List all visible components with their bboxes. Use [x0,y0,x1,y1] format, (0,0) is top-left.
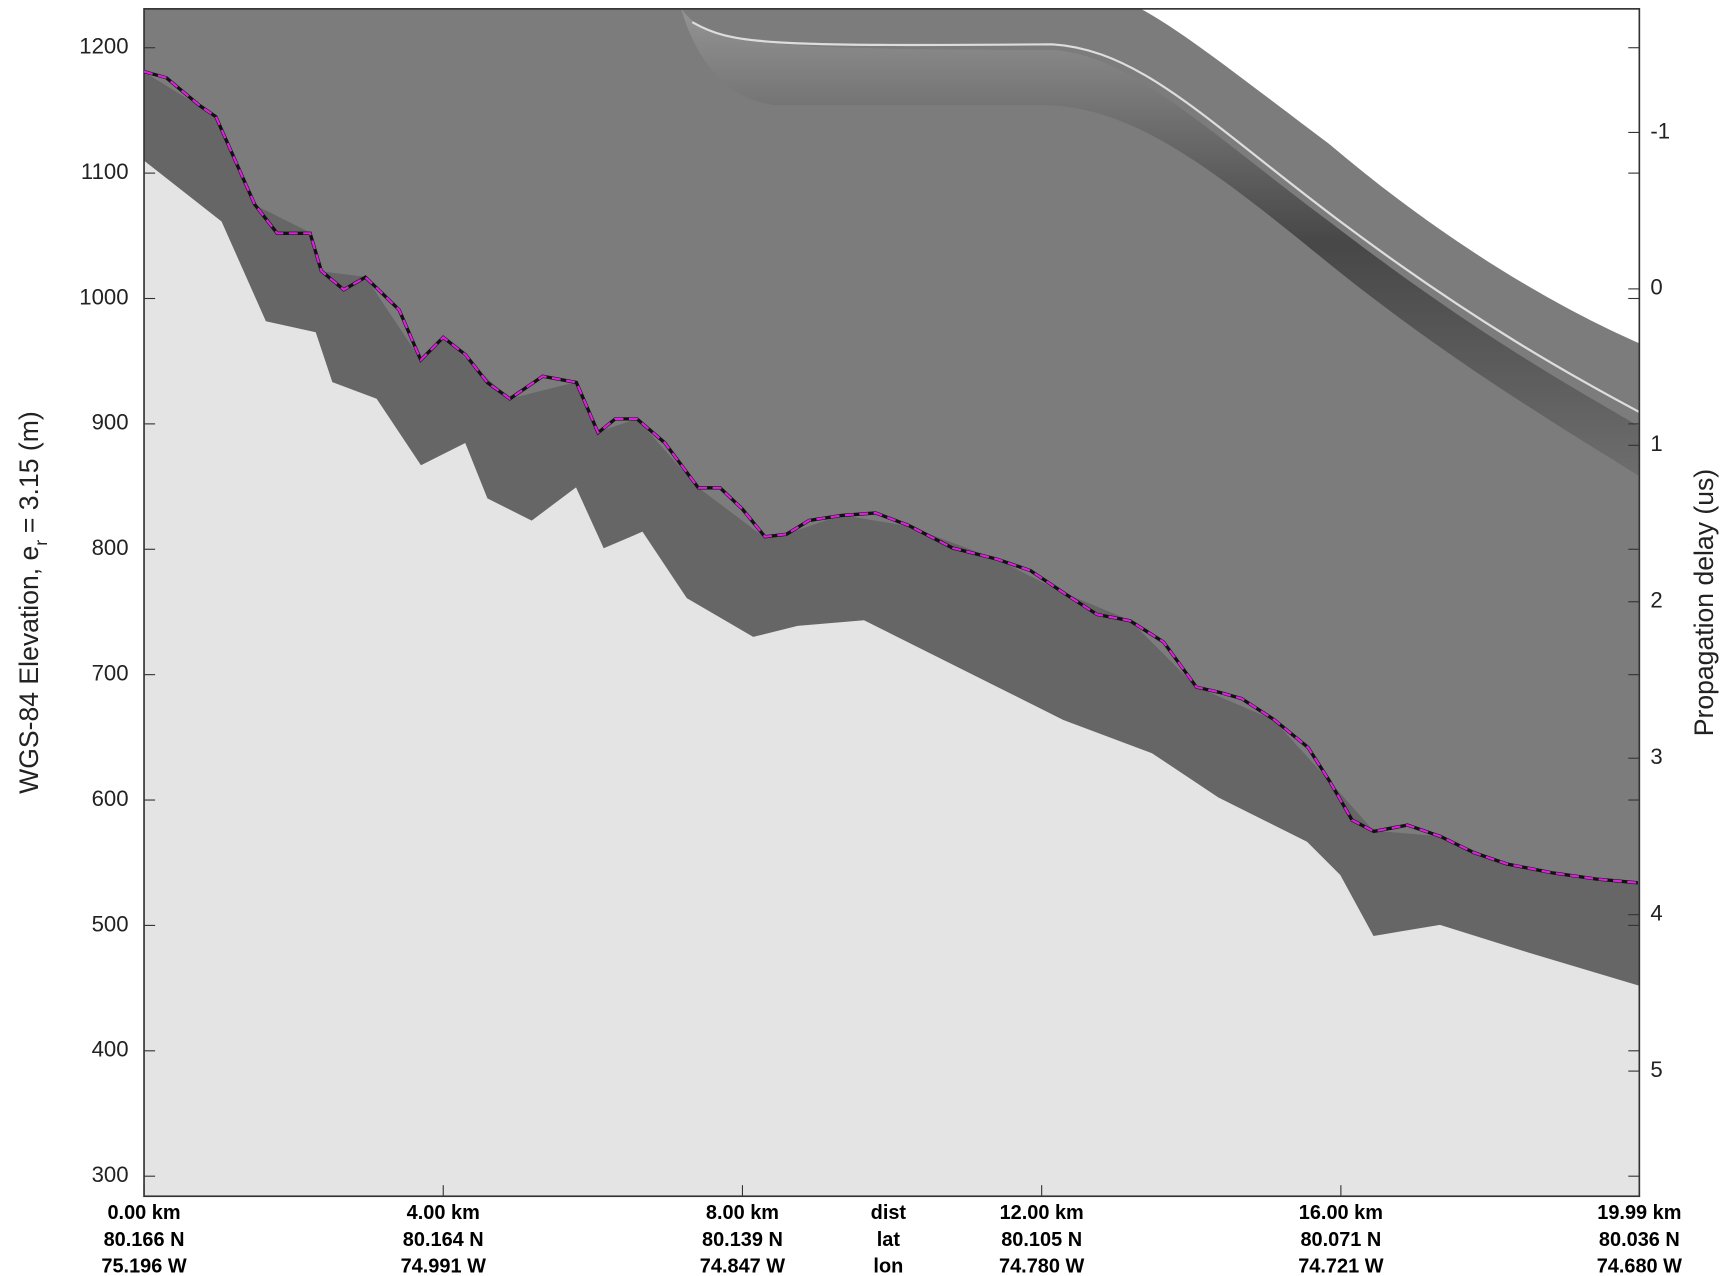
air-region [144,8,1640,883]
y2-tick-label: 2 [1650,588,1662,613]
x-tick-label: 8.00 km [706,1202,779,1224]
x-tick-label: 0.00 km [107,1202,180,1224]
sky-region [1140,8,1640,344]
x-tick-label: 16.00 km [1299,1202,1383,1224]
y-tick-label: 300 [92,1162,129,1187]
y-tick-label: 500 [92,911,129,936]
y-tick-label: 600 [92,786,129,811]
lat-label: 80.164 N [403,1229,484,1251]
x-tick-label: 19.99 km [1597,1202,1681,1224]
y2-tick-label: -1 [1650,118,1670,143]
lat-label: 80.036 N [1599,1229,1680,1251]
row-label: lat [877,1229,901,1251]
lat-label: 80.139 N [702,1229,783,1251]
x-tick-label: 4.00 km [407,1202,480,1224]
y-tick-label: 1000 [79,284,128,309]
y-tick-label: 1200 [79,34,128,59]
x-tick-label: 12.00 km [1000,1202,1084,1224]
layer-band [681,8,1640,477]
y2-tick-label: 1 [1650,431,1662,456]
y2-tick-label: 4 [1650,900,1662,925]
lon-label: 74.721 W [1298,1255,1383,1276]
lon-label: 74.991 W [401,1255,486,1276]
lon-label: 74.680 W [1597,1255,1682,1276]
plot-frame [143,8,1641,1198]
surface-line [143,70,1638,884]
echogram [144,8,1640,1197]
y-tick-label: 800 [92,535,129,560]
row-label: lon [873,1255,903,1276]
y-tick-label: 400 [92,1037,129,1062]
y-tick-label: 1100 [81,159,129,184]
y-tick-label: 900 [92,410,129,435]
y2-tick-label: 5 [1650,1057,1662,1082]
y-tick-label: 700 [92,660,129,685]
y2-axis-label: Propagation delay (us) [1689,469,1719,736]
y-axis-label: WGS-84 Elevation, er= 3.15 (m) [14,411,51,794]
row-label: dist [871,1202,907,1224]
y2-tick-label: 0 [1650,275,1662,300]
lat-label: 80.071 N [1300,1229,1381,1251]
lat-label: 80.166 N [104,1229,185,1251]
layer-line [691,21,1640,414]
lon-label: 75.196 W [101,1255,186,1276]
lon-label: 74.847 W [700,1255,785,1276]
y-axis-label-text: WGS-84 Elevation, er= 3.15 (m) [14,411,51,794]
lon-label: 74.780 W [999,1255,1084,1276]
lat-label: 80.105 N [1001,1229,1082,1251]
y2-tick-label: 3 [1650,744,1662,769]
